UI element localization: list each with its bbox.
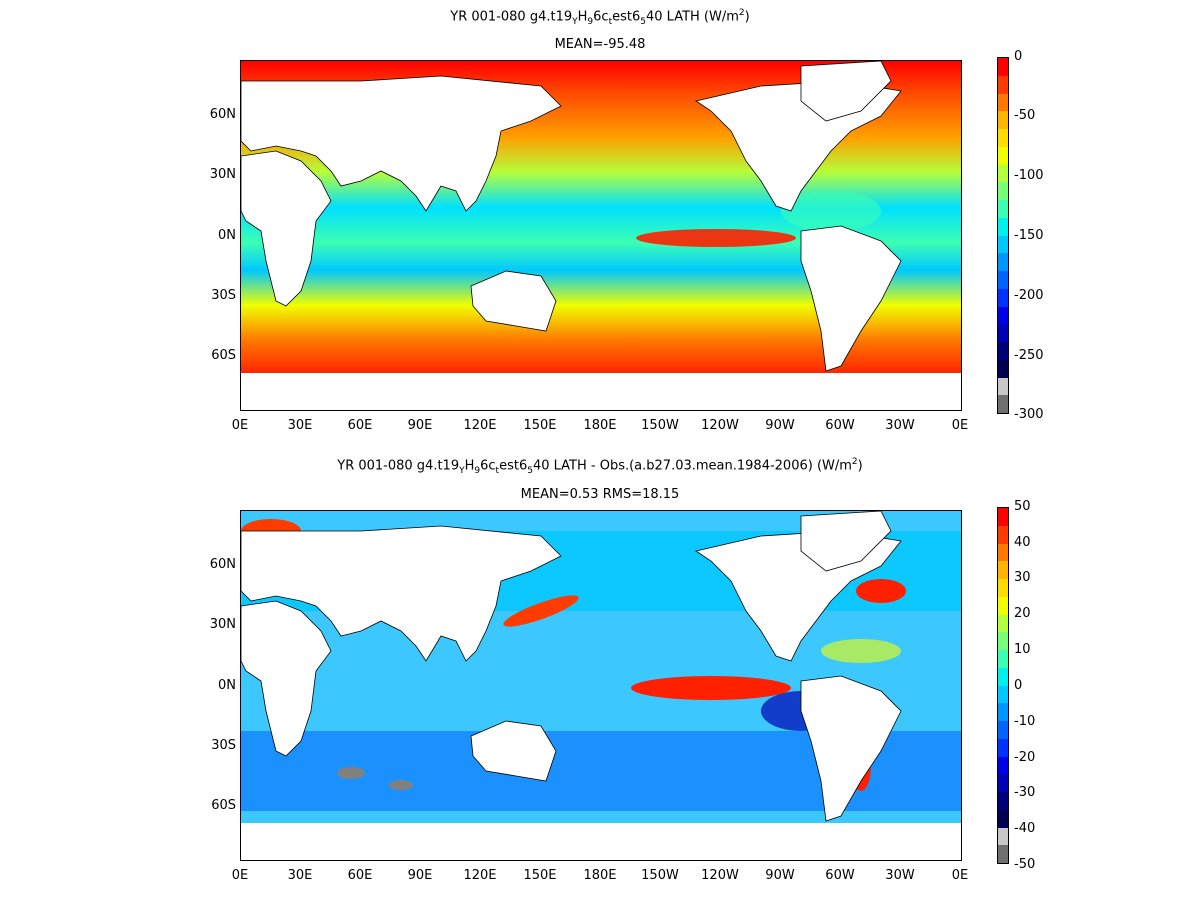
colorbar-swatch <box>998 217 1008 236</box>
plot-subtitle: MEAN=-95.48 <box>554 37 646 52</box>
colorbar-swatch <box>998 377 1008 396</box>
colorbar-swatch <box>998 756 1008 775</box>
colorbar-swatch <box>998 525 1008 544</box>
colorbar-swatch <box>998 579 1008 597</box>
colorbar-swatch <box>998 235 1008 254</box>
colorbar-swatch <box>998 111 1008 129</box>
plot-title: YR 001-080 g4.t19YH96ctest6540 LATH - Ob… <box>337 457 863 476</box>
colorbar-swatch <box>998 324 1008 342</box>
colorbar-swatch <box>998 774 1008 792</box>
panel-top-model-lath: YR 001-080 g4.t19YH96ctest6540 LATH (W/m… <box>210 8 1044 433</box>
colorbar-swatch <box>998 809 1008 828</box>
colorbar-swatch <box>998 827 1008 846</box>
colorbar <box>997 507 1009 864</box>
colorbar-swatch <box>998 182 1008 200</box>
colorbar-swatch <box>998 75 1008 94</box>
map-field <box>240 510 962 861</box>
colorbar-swatch <box>998 738 1008 757</box>
colorbar-swatch <box>998 614 1008 633</box>
colorbar-swatch <box>998 129 1008 147</box>
colorbar-swatch <box>998 543 1008 562</box>
colorbar-swatch <box>998 650 1008 668</box>
colorbar-swatch <box>998 200 1008 218</box>
colorbar-swatch <box>998 703 1008 721</box>
colorbar-swatch <box>998 58 1008 76</box>
colorbar-swatch <box>998 721 1008 739</box>
colorbar <box>997 57 1009 414</box>
plot-subtitle: MEAN=0.53 RMS=18.15 <box>520 487 680 502</box>
colorbar-swatch <box>998 667 1008 686</box>
colorbar-swatch <box>998 146 1008 165</box>
colorbar-swatch <box>998 306 1008 325</box>
colorbar-swatch <box>998 288 1008 307</box>
plot-title: YR 001-080 g4.t19YH96ctest6540 LATH (W/m… <box>450 8 750 27</box>
colorbar-swatch <box>998 271 1008 289</box>
colorbar-swatch <box>998 508 1008 526</box>
panel-bottom-model-minus-obs: YR 001-080 g4.t19YH96ctest6540 LATH - Ob… <box>0 450 1200 900</box>
colorbar-swatch <box>998 93 1008 112</box>
colorbar-swatch <box>998 342 1008 360</box>
colorbar-swatch <box>998 792 1008 810</box>
colorbar-swatch <box>998 253 1008 271</box>
colorbar-swatch <box>998 596 1008 615</box>
map-field <box>240 60 962 411</box>
colorbar-swatch <box>998 164 1008 183</box>
colorbar-swatch <box>998 359 1008 378</box>
colorbar-swatch <box>998 685 1008 704</box>
colorbar-swatch <box>998 845 1008 863</box>
colorbar-swatch <box>998 561 1008 579</box>
colorbar-swatch <box>998 395 1008 413</box>
colorbar-swatch <box>998 632 1008 650</box>
